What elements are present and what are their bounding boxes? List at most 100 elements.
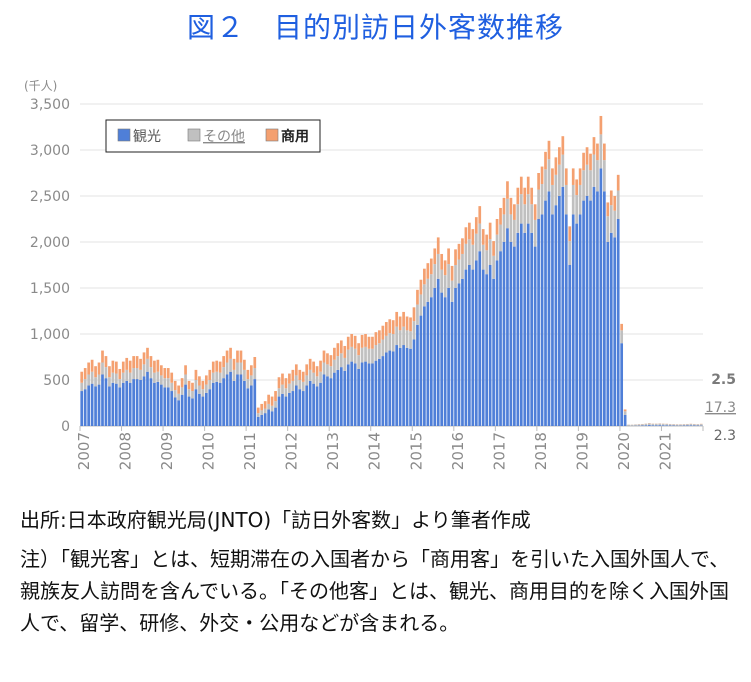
bar-観光	[661, 425, 665, 426]
bar-観光	[339, 367, 343, 426]
bar-商用	[208, 369, 212, 380]
bar-その他	[294, 375, 298, 386]
bar-その他	[239, 362, 243, 375]
bar-商用	[558, 147, 561, 165]
bar-観光	[111, 382, 115, 426]
bar-観光	[194, 389, 198, 426]
bar-観光	[308, 380, 312, 426]
bar-その他	[648, 423, 651, 426]
bar-観光	[333, 372, 336, 426]
bar-商用	[270, 396, 274, 406]
bar-観光	[523, 232, 527, 426]
bar-観光	[378, 358, 381, 426]
bar-商用	[440, 253, 444, 270]
bar-商用	[426, 263, 430, 279]
bar-商用	[260, 403, 264, 411]
bar-観光	[201, 396, 205, 426]
bar-商用	[232, 358, 236, 370]
bar-その他	[468, 239, 471, 265]
bar-その他	[232, 369, 236, 381]
bar-その他	[558, 164, 561, 196]
bar-観光	[609, 232, 613, 426]
bar-商用	[599, 115, 603, 135]
bar-観光	[468, 265, 471, 426]
bar-観光	[426, 301, 430, 426]
bar-観光	[606, 242, 610, 426]
bar-商用	[429, 258, 433, 275]
bar-その他	[218, 372, 222, 383]
bar-商用	[118, 368, 122, 380]
bar-商用	[329, 355, 333, 367]
bar-商用	[108, 366, 111, 378]
bar-商用	[198, 376, 201, 386]
x-tick-label: 2015	[407, 432, 425, 470]
bar-観光	[336, 369, 340, 426]
bar-商用	[284, 378, 288, 389]
bar-商用	[191, 382, 194, 392]
bar-その他	[509, 214, 513, 242]
y-tick-label: 0	[61, 419, 70, 435]
bar-その他	[613, 210, 617, 238]
bar-商用	[551, 168, 554, 185]
bar-商用	[153, 360, 156, 373]
x-tick-label: 2016	[449, 432, 467, 470]
bar-商用	[571, 168, 575, 185]
bar-商用	[488, 222, 492, 240]
bar-商用	[398, 316, 402, 331]
bar-その他	[589, 170, 592, 201]
bar-商用	[502, 197, 506, 215]
note-text: 注）「観光客」とは、短期滞在の入国者から「商用客」を引いた入国外国人で、親族友人…	[20, 547, 730, 635]
bar-観光	[80, 391, 84, 426]
bar-商用	[294, 364, 298, 376]
bar-その他	[146, 358, 149, 372]
bar-観光	[222, 378, 225, 426]
bar-その他	[398, 330, 402, 348]
bar-商用	[87, 362, 91, 375]
bar-その他	[641, 424, 644, 426]
bar-その他	[630, 424, 634, 426]
bar-その他	[440, 269, 444, 293]
bar-観光	[364, 361, 367, 426]
bar-観光	[578, 214, 582, 426]
bar-観光	[118, 387, 122, 426]
bar-商用	[384, 322, 388, 336]
bar-商用	[326, 353, 329, 365]
bar-商用	[170, 372, 174, 383]
bar-商用	[616, 174, 620, 191]
bar-観光	[603, 191, 606, 426]
x-tick-label: 2009	[158, 432, 176, 470]
bar-観光	[665, 425, 669, 426]
bar-観光	[139, 380, 142, 426]
bar-観光	[440, 292, 444, 426]
bar-その他	[672, 424, 675, 426]
bar-その他	[101, 362, 104, 375]
bar-その他	[142, 364, 146, 377]
bar-その他	[526, 194, 530, 224]
bar-その他	[367, 348, 371, 364]
bar-その他	[651, 423, 655, 426]
bar-その他	[547, 159, 551, 192]
bar-観光	[198, 393, 201, 426]
bar-商用	[374, 332, 378, 346]
bar-その他	[554, 174, 558, 206]
bar-商用	[592, 137, 596, 155]
bar-観光	[499, 251, 502, 426]
bar-商用	[104, 356, 108, 368]
x-tick-label: 2020	[615, 432, 633, 470]
x-axis: 2007 2008 2009 2010 2011 2012 2013 2014 2015 2016…	[75, 426, 704, 470]
bar-観光	[249, 385, 253, 426]
bar-商用	[305, 364, 309, 376]
bar-商用	[495, 219, 499, 235]
bar-その他	[571, 184, 575, 215]
bar-観光	[599, 168, 603, 426]
bar-商用	[139, 358, 142, 370]
bar-観光	[689, 425, 693, 426]
bar-観光	[211, 382, 215, 426]
bar-商用	[229, 347, 232, 359]
bar-商用	[204, 375, 208, 385]
bar-商用	[371, 336, 374, 349]
bar-観光	[544, 200, 547, 426]
bar-観光	[177, 400, 180, 426]
bar-商用	[464, 227, 468, 244]
bar-その他	[201, 389, 205, 397]
